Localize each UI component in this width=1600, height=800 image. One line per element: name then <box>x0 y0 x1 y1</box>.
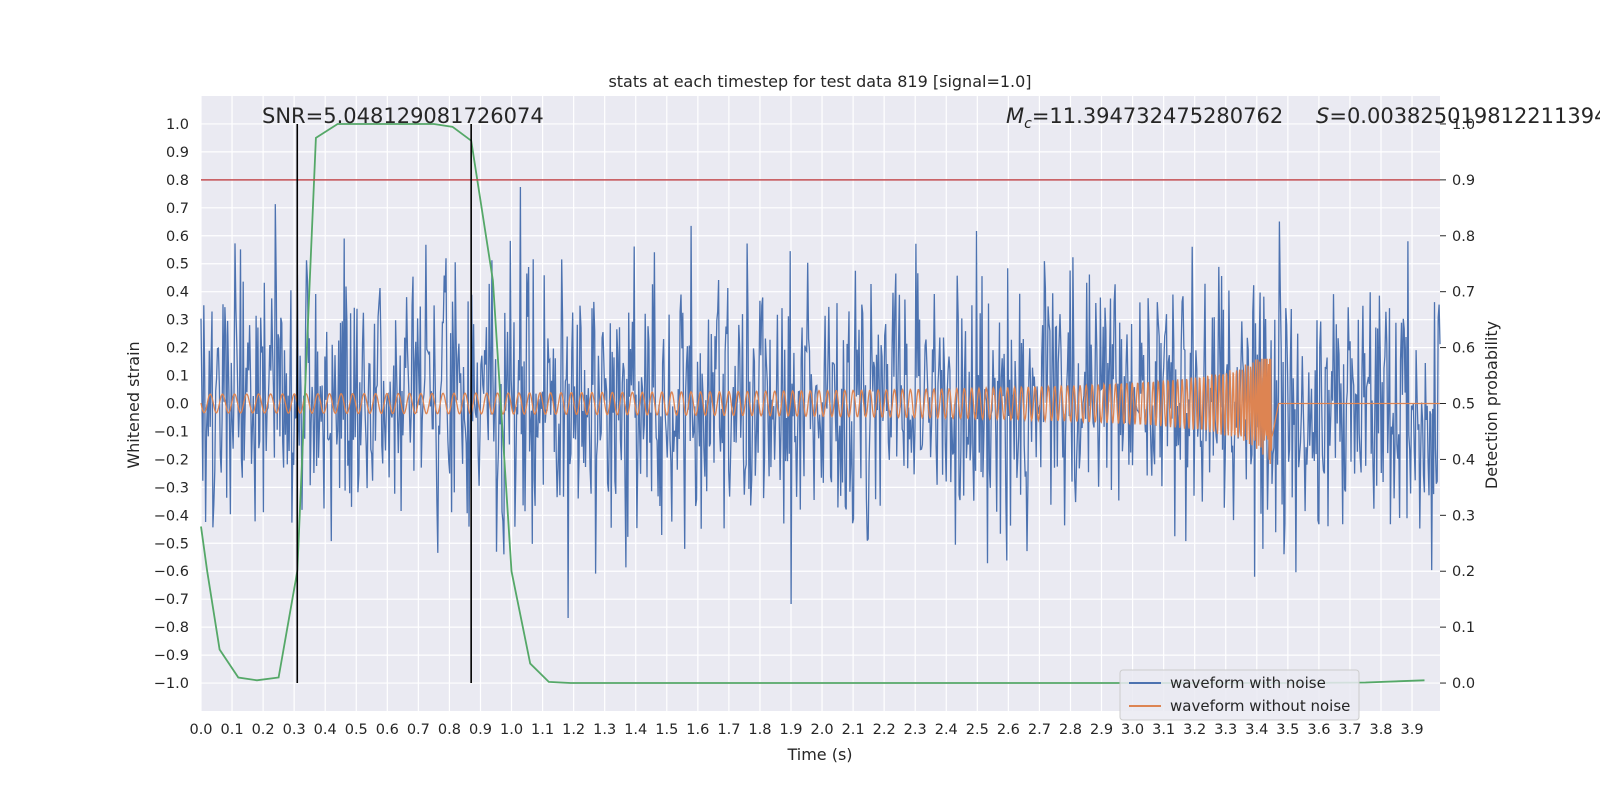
x-tick-label: 1.8 <box>748 722 771 738</box>
mc-subscript: c <box>1024 116 1032 132</box>
legend-label-noisy: waveform with noise <box>1170 674 1326 692</box>
clean-waveform-line <box>200 358 1440 465</box>
x-tick-label: 3.3 <box>1214 722 1237 738</box>
y-tick-label: 0.5 <box>166 257 189 273</box>
snr-annotation: SNR=5.048129081726074 <box>262 104 544 128</box>
x-tick-label: 3.0 <box>1121 722 1144 738</box>
y-right-tick-label: 0.3 <box>1452 508 1475 524</box>
y-tick-label: −0.7 <box>154 592 189 608</box>
y-right-tick-label: 0.2 <box>1452 564 1475 580</box>
x-tick-label: 3.1 <box>1152 722 1175 738</box>
y-tick-label: 0.6 <box>166 229 189 245</box>
noisy-waveform <box>200 186 1441 619</box>
x-tick-label: 2.1 <box>842 722 865 738</box>
mc-symbol: M <box>1006 104 1024 128</box>
x-tick-label: 3.5 <box>1276 722 1299 738</box>
probability-line <box>200 123 1425 684</box>
x-axis-label: Time (s) <box>786 745 852 764</box>
x-tick-label: 3.9 <box>1401 722 1424 738</box>
x-tick-label: 0.1 <box>221 722 244 738</box>
x-tick-label: 3.7 <box>1338 722 1361 738</box>
y-tick-label: 0.1 <box>166 369 189 385</box>
y-tick-label: 0.8 <box>166 173 189 189</box>
legend: waveform with noise waveform without noi… <box>1119 669 1360 721</box>
clean-waveform <box>200 358 1440 465</box>
x-tick-label: 2.5 <box>966 722 989 738</box>
overlays <box>201 123 1440 684</box>
x-tick-label: 1.4 <box>624 722 647 738</box>
x-tick-label: 0.6 <box>376 722 399 738</box>
x-tick-label: 2.0 <box>811 722 834 738</box>
x-tick-label: 0.7 <box>407 722 430 738</box>
x-tick-label: 3.6 <box>1307 722 1330 738</box>
x-tick-label: 3.8 <box>1369 722 1392 738</box>
x-tick-label: 2.4 <box>935 722 958 738</box>
y-right-tick-label: 0.9 <box>1452 173 1475 189</box>
x-tick-label: 2.6 <box>997 722 1020 738</box>
y-tick-label: −0.1 <box>154 424 189 440</box>
x-tick-label: 1.9 <box>779 722 802 738</box>
y-right-tick-label: 0.4 <box>1452 452 1475 468</box>
y-right-tick-label: 0.6 <box>1452 341 1475 357</box>
x-tick-label: 1.7 <box>717 722 740 738</box>
y-axis-label: Whitened strain <box>124 341 143 468</box>
x-tick-label: 1.1 <box>531 722 554 738</box>
y-right-tick-label: 0.1 <box>1452 620 1475 636</box>
y-tick-label: 0.2 <box>166 341 189 357</box>
x-tick-label: 0.4 <box>314 722 337 738</box>
legend-label-clean: waveform without noise <box>1170 697 1350 715</box>
x-tick-label: 0.0 <box>189 722 212 738</box>
x-tick-label: 0.3 <box>283 722 306 738</box>
chart-title: stats at each timestep for test data 819… <box>608 72 1031 91</box>
x-tick-label: 1.3 <box>593 722 616 738</box>
mc-annotation: Mc=11.394732475280762 <box>1006 104 1283 132</box>
y-right-tick-label: 0.7 <box>1452 285 1475 301</box>
y-tick-label: 0.3 <box>166 313 189 329</box>
y-tick-label: 0.9 <box>166 145 189 161</box>
x-tick-label: 0.2 <box>252 722 275 738</box>
x-tick-label: 2.8 <box>1059 722 1082 738</box>
x-tick-label: 2.3 <box>904 722 927 738</box>
y-right-axis-label: Detection probability <box>1482 321 1501 489</box>
s-annotation: S=0.0038250198122113943 <box>1316 104 1600 128</box>
x-tick-label: 2.9 <box>1090 722 1113 738</box>
y-tick-label: −1.0 <box>154 676 189 692</box>
x-tick-label: 3.2 <box>1183 722 1206 738</box>
y-tick-label: 0.7 <box>166 201 189 217</box>
mc-value: =11.394732475280762 <box>1032 104 1283 128</box>
x-tick-label: 2.7 <box>1028 722 1051 738</box>
y-tick-label: −0.9 <box>154 648 189 664</box>
x-tick-label: 0.9 <box>469 722 492 738</box>
y-tick-label: −0.2 <box>154 452 189 468</box>
x-tick-label: 2.2 <box>873 722 896 738</box>
x-tick-label: 0.5 <box>345 722 368 738</box>
x-tick-label: 1.5 <box>655 722 678 738</box>
noisy-waveform-line <box>200 186 1441 619</box>
y-tick-label: −0.4 <box>154 508 189 524</box>
y-tick-label: 0.0 <box>166 397 189 413</box>
y-right-tick-label: 1.0 <box>1452 117 1475 133</box>
x-tick-label: 0.8 <box>438 722 461 738</box>
x-tick-label: 3.4 <box>1245 722 1268 738</box>
y-right-tick-label: 0.5 <box>1452 397 1475 413</box>
y-tick-label: −0.8 <box>154 620 189 636</box>
y-tick-label: 0.4 <box>166 285 189 301</box>
legend-box <box>1119 669 1360 721</box>
ticks: 0.0 0.1 0.2 0.3 0.4 0.5 0.6 0.7 0.8 0.9 1.0 1.1 1.2 1… <box>154 117 1475 738</box>
y-tick-label: 1.0 <box>166 117 189 133</box>
y-right-tick-label: 0.8 <box>1452 229 1475 245</box>
s-value: =0.0038250198122113943 <box>1329 104 1600 128</box>
y-tick-label: −0.5 <box>154 536 189 552</box>
x-tick-label: 1.0 <box>500 722 523 738</box>
x-tick-label: 1.2 <box>562 722 585 738</box>
y-tick-label: −0.6 <box>154 564 189 580</box>
y-right-tick-label: 0.0 <box>1452 676 1475 692</box>
y-tick-label: −0.3 <box>154 480 189 496</box>
s-symbol: S <box>1316 104 1329 128</box>
x-tick-label: 1.6 <box>686 722 709 738</box>
probability-curve <box>200 123 1425 684</box>
